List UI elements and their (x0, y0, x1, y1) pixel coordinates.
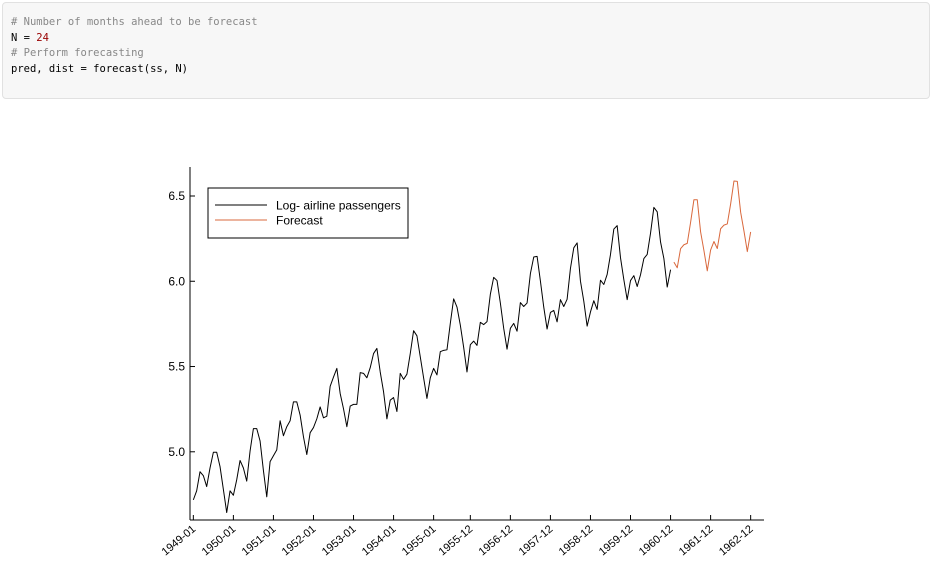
x-tick-label: 1957-12 (517, 523, 556, 558)
x-tick-label: 1953-01 (320, 523, 359, 558)
code-line-1: # Number of months ahead to be forecast (11, 15, 921, 31)
code-number: 24 (36, 31, 49, 44)
x-tick-label: 1959-12 (597, 523, 636, 558)
y-tick-label: 6.5 (168, 189, 185, 203)
y-tick-label: 6.0 (168, 274, 185, 288)
code-comment: # Perform forecasting (11, 47, 144, 59)
x-tick-label: 1958-12 (557, 523, 596, 558)
code-text: N = (11, 31, 37, 44)
legend-label-1: Forecast (276, 214, 323, 228)
x-tick-label: 1955-01 (400, 523, 439, 558)
code-comment: # Number of months ahead to be forecast (11, 16, 258, 28)
code-text: pred, dist = forecast(ss, N) (11, 62, 189, 75)
code-line-2: N = 24 (11, 31, 921, 47)
x-tick-label: 1961-12 (677, 523, 716, 558)
legend-label-0: Log- airline passengers (276, 199, 401, 213)
x-tick-label: 1956-12 (477, 523, 516, 558)
code-cell[interactable]: # Number of months ahead to be forecast … (2, 2, 930, 99)
legend-box (207, 187, 409, 239)
series-line-1 (673, 180, 752, 272)
code-line-4: pred, dist = forecast(ss, N) (11, 62, 921, 78)
y-tick-label: 5.5 (168, 360, 185, 374)
x-tick-label: 1951-01 (240, 523, 279, 558)
x-tick-label: 1960-12 (637, 523, 676, 558)
y-tick-label: 5.0 (168, 445, 185, 459)
x-tick-label: 1954-01 (360, 523, 399, 558)
code-line-3: # Perform forecasting (11, 46, 921, 62)
x-tick-label: 1949-01 (160, 523, 199, 558)
x-tick-label: 1955-12 (437, 523, 476, 558)
x-tick-label: 1950-01 (200, 523, 239, 558)
x-tick-label: 1952-01 (280, 523, 319, 558)
x-tick-label: 1962-12 (717, 523, 756, 558)
series-line-0 (192, 206, 672, 513)
